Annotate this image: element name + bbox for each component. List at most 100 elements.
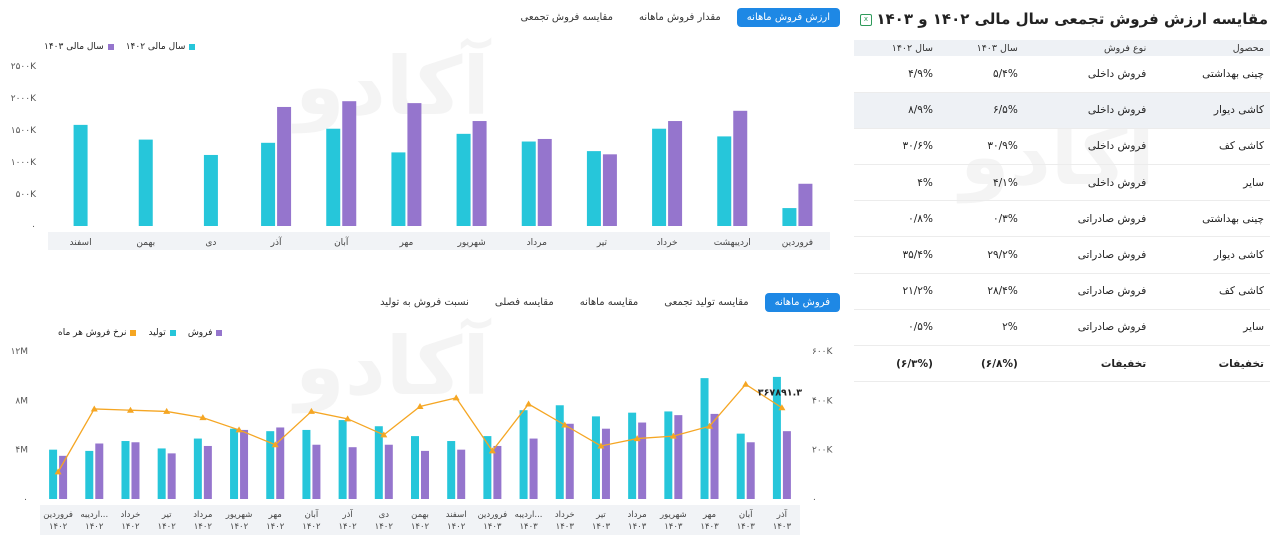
bar-production[interactable] <box>338 420 347 499</box>
legend-item-1403[interactable]: سال مالی ۱۴۰۳ <box>44 42 114 52</box>
bar-1403[interactable] <box>277 106 292 226</box>
bar-sales[interactable] <box>131 442 140 499</box>
rate-point[interactable] <box>778 404 786 411</box>
bar-production[interactable] <box>49 449 58 499</box>
bar-1402[interactable] <box>782 208 797 226</box>
bar-sales[interactable] <box>167 453 176 499</box>
bar-sales[interactable] <box>348 447 357 499</box>
bar-production[interactable] <box>157 448 166 499</box>
bar-production[interactable] <box>519 410 528 499</box>
legend-item-1402[interactable]: سال مالی ۱۴۰۲ <box>126 42 196 52</box>
bar-1402[interactable] <box>391 152 406 226</box>
legend-item-sales[interactable]: فروش <box>188 328 223 338</box>
bar-sales[interactable] <box>276 427 285 499</box>
bar-1402[interactable] <box>521 141 536 226</box>
bar-sales[interactable] <box>601 428 610 499</box>
chart2-tab-4[interactable]: نسبت فروش به تولید <box>380 297 469 308</box>
bar-sales[interactable] <box>384 444 393 499</box>
bar-1403[interactable] <box>798 183 813 226</box>
chart2-tab-2[interactable]: مقایسه ماهانه <box>579 297 639 308</box>
bar-production[interactable] <box>374 426 383 499</box>
bar-production[interactable] <box>700 378 709 499</box>
legend-item-rate[interactable]: نرخ فروش هر ماه <box>58 328 137 338</box>
bar-1403[interactable] <box>733 110 748 226</box>
rate-point[interactable] <box>54 468 62 475</box>
bar-sales[interactable] <box>95 443 104 500</box>
bar-1402[interactable] <box>138 139 153 226</box>
rate-point[interactable] <box>633 435 641 442</box>
cell-sale-type: فروش صادراتی <box>1023 200 1153 238</box>
rate-point[interactable] <box>597 442 605 449</box>
bar-1402[interactable] <box>203 154 218 226</box>
bar-production[interactable] <box>411 436 419 499</box>
bar-1402[interactable] <box>261 142 276 226</box>
excel-export-icon[interactable]: x <box>860 14 872 26</box>
bar-production[interactable] <box>193 438 202 499</box>
rate-point[interactable] <box>669 432 677 439</box>
bar-production[interactable] <box>736 433 745 499</box>
rate-point[interactable] <box>488 447 496 454</box>
rate-point[interactable] <box>525 400 533 407</box>
bar-1402[interactable] <box>326 128 341 226</box>
bar-sales[interactable] <box>674 415 683 499</box>
rate-point[interactable] <box>380 431 388 438</box>
bar-production[interactable] <box>591 416 600 499</box>
bar-production[interactable] <box>121 441 130 499</box>
rate-point[interactable] <box>307 407 315 414</box>
bar-1403[interactable] <box>472 121 487 226</box>
bar-sales[interactable] <box>421 450 429 499</box>
bar-production[interactable] <box>664 411 673 499</box>
chart1-tab-0[interactable]: ارزش فروش ماهانه <box>736 8 840 27</box>
bar-production[interactable] <box>302 429 311 499</box>
table-row: چینی بهداشتی فروش صادراتی ۰/۳% ۰/۸% <box>854 200 1270 238</box>
bar-sales[interactable] <box>312 444 321 499</box>
chart1-tab-1[interactable]: مقدار فروش ماهانه <box>638 12 721 23</box>
rate-point[interactable] <box>452 394 460 401</box>
chart1-tab-2[interactable]: مقایسه فروش تجمعی <box>520 12 613 23</box>
bar-production[interactable] <box>628 412 637 499</box>
bar-sales[interactable] <box>59 455 68 499</box>
bar-production[interactable] <box>266 431 275 499</box>
rate-point[interactable] <box>199 414 207 421</box>
rate-point[interactable] <box>90 405 98 412</box>
rate-point[interactable] <box>235 426 243 433</box>
bar-1402[interactable] <box>73 124 88 226</box>
rate-point[interactable] <box>706 422 714 429</box>
bar-sales[interactable] <box>638 422 647 499</box>
bar-production[interactable] <box>483 436 492 499</box>
chart2-tab-0[interactable]: فروش ماهانه <box>764 293 840 312</box>
rate-point[interactable] <box>344 415 352 422</box>
bar-sales[interactable] <box>240 429 249 499</box>
bar-production[interactable] <box>85 450 94 499</box>
bar-production[interactable] <box>555 405 564 499</box>
rate-point[interactable] <box>271 441 279 448</box>
chart2-tab-3[interactable]: مقایسه فصلی <box>494 297 554 308</box>
bar-sales[interactable] <box>782 431 791 499</box>
bar-1403[interactable] <box>407 103 422 226</box>
bar-1403[interactable] <box>602 154 617 226</box>
bar-sales[interactable] <box>710 413 719 499</box>
bar-production[interactable] <box>447 441 456 499</box>
bar-1403[interactable] <box>668 121 683 226</box>
bar-production[interactable] <box>230 428 239 499</box>
bar-sales[interactable] <box>746 442 755 499</box>
rate-point[interactable] <box>742 380 750 387</box>
legend-item-production[interactable]: تولید <box>148 328 176 338</box>
bar-1402[interactable] <box>456 133 471 226</box>
rate-point[interactable] <box>561 421 569 428</box>
bar-sales[interactable] <box>529 438 538 499</box>
bar-1402[interactable] <box>586 151 601 226</box>
bar-1403[interactable] <box>537 138 552 226</box>
bar-1402[interactable] <box>717 136 732 226</box>
bar-sales[interactable] <box>203 445 212 499</box>
bar-sales[interactable] <box>493 445 502 499</box>
bar-1402[interactable] <box>652 128 667 226</box>
bar-production[interactable] <box>772 376 781 499</box>
bar-1403[interactable] <box>342 101 357 226</box>
rate-point[interactable] <box>163 407 171 414</box>
bar-sales[interactable] <box>565 423 574 499</box>
rate-point[interactable] <box>416 403 424 409</box>
rate-point[interactable] <box>126 406 134 413</box>
chart2-tab-1[interactable]: مقایسه تولید تجمعی <box>664 297 749 308</box>
bar-sales[interactable] <box>457 449 466 499</box>
